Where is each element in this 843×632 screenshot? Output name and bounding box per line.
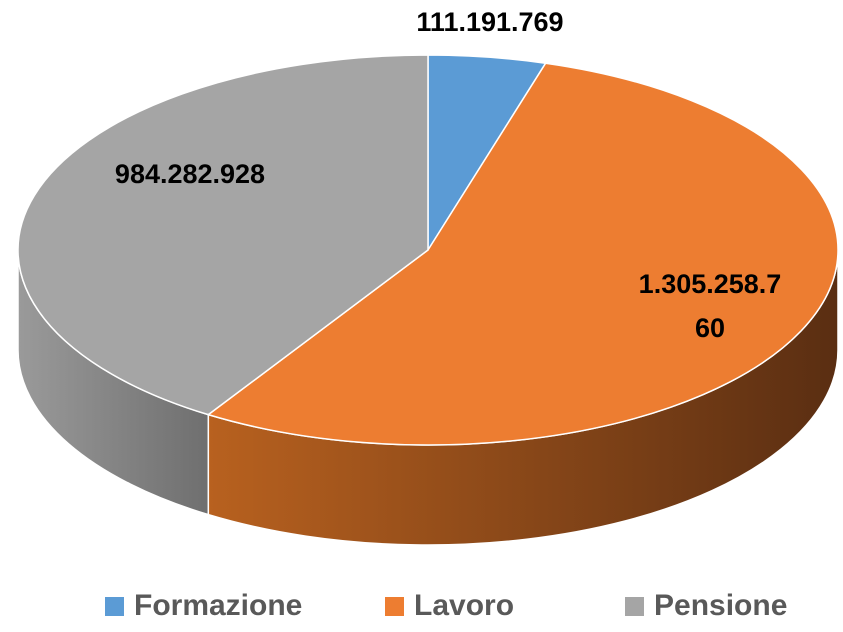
- slice: [206, 62, 839, 446]
- legend-swatch: [105, 596, 124, 616]
- data-label: 111.191.769: [416, 7, 564, 37]
- legend-item: Pensione: [625, 588, 787, 624]
- legend-swatch: [385, 596, 404, 616]
- legend-label: Formazione: [134, 589, 303, 622]
- legend-item: Formazione: [105, 588, 302, 624]
- legend-item: Lavoro: [385, 588, 514, 624]
- legend-swatch: [625, 596, 644, 616]
- legend-label: Lavoro: [414, 589, 515, 622]
- data-label: 1.305.258.760: [638, 269, 782, 343]
- data-label: 984.282.928: [114, 159, 266, 189]
- legend-label: Pensione: [654, 589, 788, 622]
- slice: [17, 54, 429, 416]
